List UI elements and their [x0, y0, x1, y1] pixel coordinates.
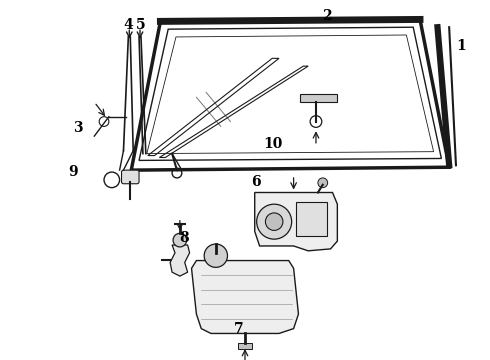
Bar: [238, 343, 252, 349]
Text: 7: 7: [234, 321, 244, 336]
Text: 2: 2: [322, 9, 331, 23]
Text: 8: 8: [179, 231, 189, 245]
Circle shape: [173, 233, 187, 247]
Polygon shape: [192, 261, 298, 333]
Circle shape: [318, 178, 328, 188]
FancyBboxPatch shape: [122, 170, 139, 184]
Text: 10: 10: [264, 137, 283, 151]
Polygon shape: [170, 245, 190, 276]
Bar: [295, 202, 327, 236]
Text: 1: 1: [456, 39, 465, 53]
Polygon shape: [255, 193, 337, 251]
Text: 9: 9: [68, 165, 78, 179]
Polygon shape: [300, 94, 337, 102]
Text: 4: 4: [123, 18, 133, 32]
Text: 5: 5: [136, 18, 146, 32]
Circle shape: [266, 213, 283, 230]
Circle shape: [204, 244, 227, 267]
Text: 6: 6: [251, 175, 261, 189]
Text: 3: 3: [73, 121, 83, 135]
Circle shape: [257, 204, 292, 239]
